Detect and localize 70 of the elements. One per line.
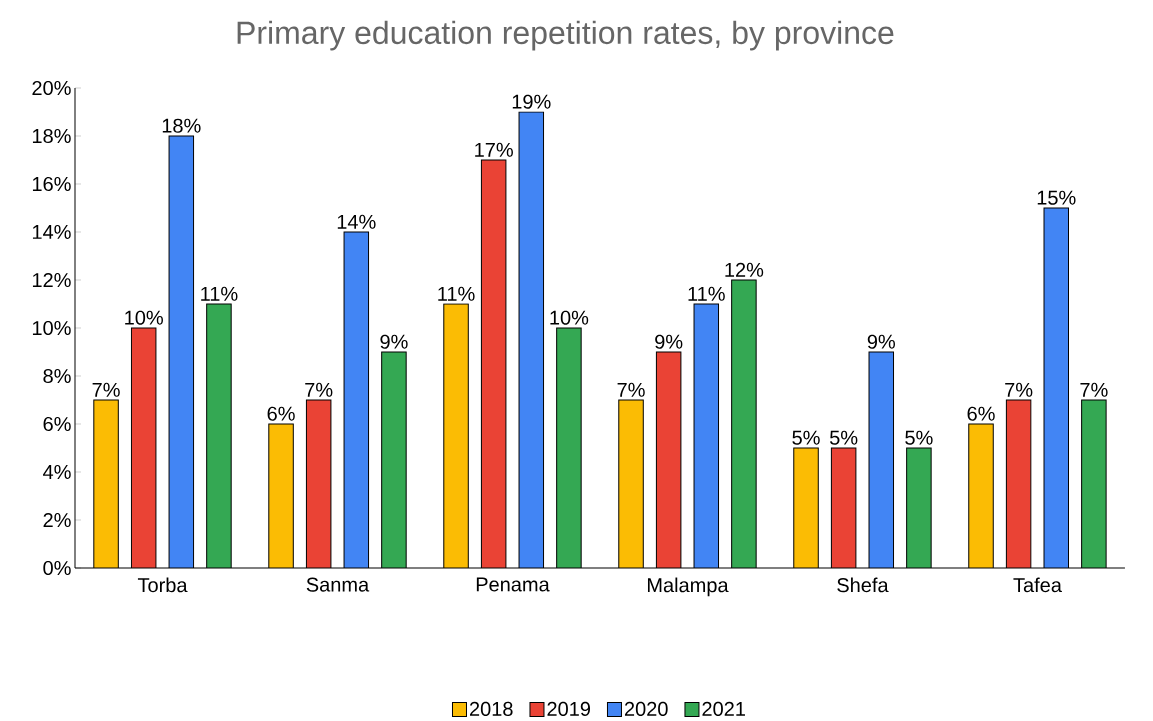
bar	[268, 423, 294, 568]
bar	[306, 399, 331, 568]
data-label: 7%	[1005, 382, 1033, 397]
bar	[656, 351, 681, 568]
x-tick-label: Tafea	[1013, 577, 1062, 593]
y-tick-label: 8%	[43, 368, 71, 383]
data-label: 6%	[267, 406, 295, 421]
data-label: 9%	[380, 334, 408, 349]
data-label: 5%	[792, 430, 820, 445]
y-tick-label: 2%	[43, 512, 71, 527]
bar	[556, 327, 582, 568]
y-tick-label: 0%	[43, 560, 71, 575]
data-label: 7%	[92, 382, 120, 397]
bar	[694, 303, 719, 568]
legend-label: 2021	[702, 701, 745, 716]
bar	[869, 351, 894, 568]
data-label: 7%	[305, 382, 333, 397]
bar	[1081, 399, 1107, 568]
data-label: 19%	[512, 94, 551, 109]
chart-title: Primary education repetition rates, by province	[237, 20, 894, 51]
data-label: 18%	[162, 118, 201, 133]
data-label: 5%	[829, 430, 858, 445]
legend-label: 2019	[547, 701, 591, 716]
y-tick-label: 16%	[32, 176, 71, 191]
legend-label: 2020	[624, 701, 668, 716]
data-label: 5%	[905, 430, 933, 445]
bar	[131, 327, 156, 568]
data-label: 11%	[201, 286, 238, 301]
data-label: 6%	[967, 406, 995, 421]
bar	[1043, 207, 1070, 568]
y-tick-label: 18%	[32, 128, 71, 143]
bar	[481, 159, 506, 568]
data-label: 11%	[688, 286, 725, 301]
bar	[443, 303, 469, 568]
bar	[906, 447, 932, 568]
data-label: 9%	[867, 334, 895, 349]
x-tick-label: Malampa	[647, 577, 729, 597]
y-tick-label: 6%	[43, 416, 71, 431]
bar	[968, 423, 994, 568]
bar	[169, 135, 194, 568]
x-tick-label: Shefa	[837, 577, 889, 593]
bar	[93, 399, 119, 568]
data-label: 7%	[617, 382, 645, 397]
bar	[793, 447, 819, 568]
bar	[1005, 399, 1032, 568]
data-label: 15%	[1037, 190, 1076, 205]
data-label: 10%	[550, 310, 589, 325]
bar	[731, 279, 757, 568]
bar	[831, 447, 856, 568]
bar	[618, 399, 644, 568]
y-tick-label: 20%	[32, 80, 71, 95]
bar	[344, 231, 369, 568]
bar	[519, 111, 544, 568]
bar	[381, 351, 407, 568]
data-label: 14%	[337, 214, 376, 229]
data-label: 11%	[438, 286, 475, 301]
x-tick-label: Penama	[476, 577, 550, 592]
data-label: 12%	[725, 262, 764, 277]
x-tick-label: Torba	[137, 577, 188, 593]
y-tick-label: 10%	[32, 320, 71, 335]
data-label: 10%	[125, 310, 163, 325]
x-tick-label: Sanma	[306, 577, 370, 592]
data-label: 7%	[1080, 382, 1108, 397]
y-tick-label: 14%	[32, 224, 71, 239]
y-tick-label: 12%	[32, 272, 71, 287]
y-tick-label: 4%	[43, 464, 71, 479]
data-label: 17%	[475, 142, 513, 157]
data-label: 9%	[655, 334, 683, 349]
legend-label: 2018	[469, 701, 513, 716]
bar	[206, 303, 232, 568]
